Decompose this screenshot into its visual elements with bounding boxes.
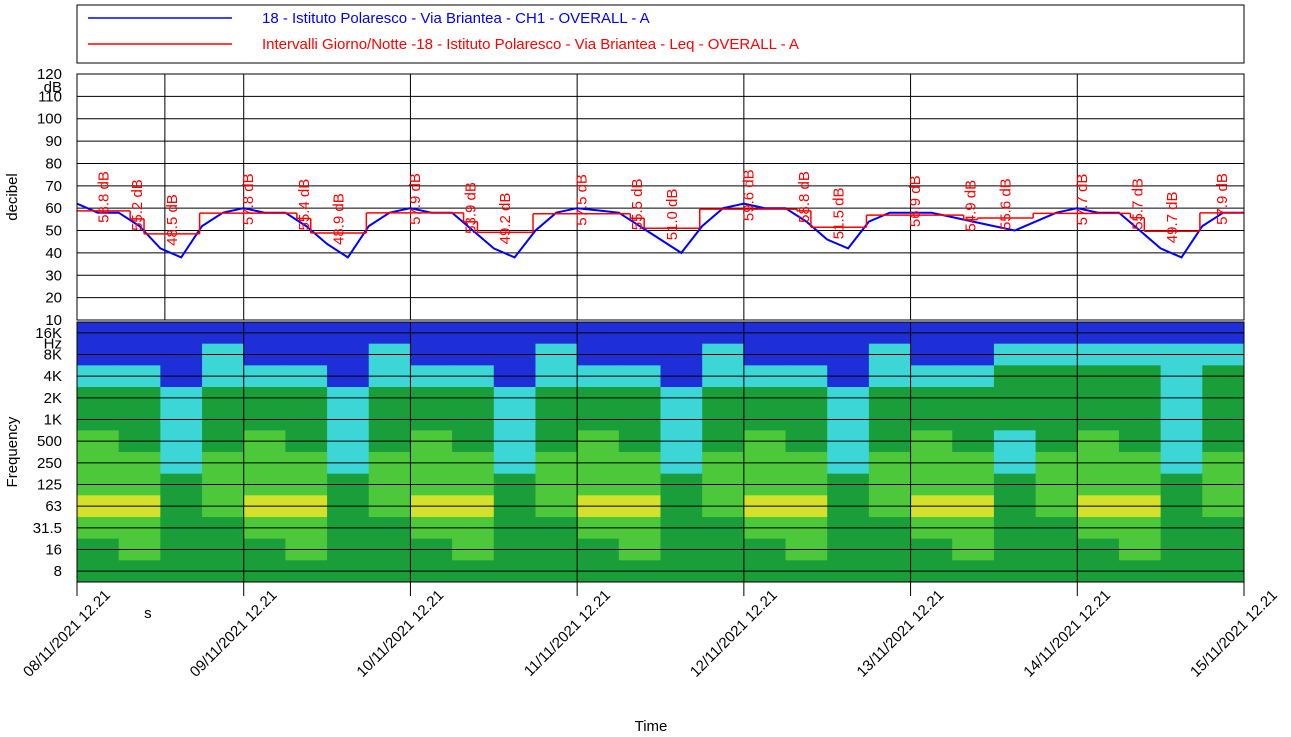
- y-unit: Hz: [44, 336, 62, 353]
- x-tick-label: 12/11/2021 12.21: [687, 587, 781, 681]
- value-label: 55.5 dB: [629, 179, 646, 231]
- x-axis-label: Time: [635, 718, 668, 735]
- value-label: 57.9 dB: [407, 173, 424, 225]
- y-tick-label: 40: [45, 245, 62, 262]
- x-tick-label: 10/11/2021 12.21: [353, 587, 447, 681]
- value-label: 57.7 dB: [1074, 174, 1091, 226]
- value-label: 49.2 dB: [497, 193, 514, 245]
- y-tick-label: 60: [45, 200, 62, 217]
- y-tick-label: 2K: [44, 390, 62, 407]
- value-label: 59.6 dB: [740, 169, 757, 221]
- legend-label: Intervalli Giorno/Notte -18 - Istituto P…: [262, 36, 799, 53]
- value-label: 48.9 dB: [331, 193, 348, 245]
- y-axis-label: decibel: [4, 173, 21, 221]
- cells: [77, 322, 1244, 582]
- value-label: 57.8 dB: [240, 173, 257, 225]
- y-tick-label: 30: [45, 267, 62, 284]
- value-label: 57.9 dB: [1214, 173, 1231, 225]
- series-group: [77, 202, 1244, 259]
- value-label: 55.4 dB: [296, 179, 313, 231]
- x-tick-label: 09/11/2021 12.21: [187, 587, 281, 681]
- y-tick-label: 80: [45, 155, 62, 172]
- value-label: 51.0 dB: [664, 189, 681, 241]
- y-tick-label: 63: [45, 498, 62, 515]
- x-tick-label: 13/11/2021 12.21: [854, 587, 948, 681]
- y-unit: dB: [44, 79, 62, 96]
- y-axis-label: Frequency: [4, 416, 21, 487]
- value-label: 49.7 dB: [1164, 191, 1181, 243]
- y-tick-label: 120: [37, 66, 62, 83]
- value-label: 58.8 dB: [96, 171, 113, 223]
- y-tick-label: 20: [45, 290, 62, 307]
- y-tick-label: 50: [45, 223, 62, 240]
- plot-area: [77, 74, 1244, 320]
- value-label: 51.5 dB: [831, 187, 848, 239]
- y-tick-label: 8K: [44, 347, 62, 364]
- value-label: 57.5 dB: [574, 174, 591, 226]
- y-tick-label: 10: [45, 312, 62, 329]
- y-tick-label: 70: [45, 178, 62, 195]
- y-tick-label: 16: [45, 542, 62, 559]
- value-label: 55.2 dB: [129, 179, 146, 231]
- value-label: 56.9 dB: [907, 175, 924, 227]
- legend-label: 18 - Istituto Polaresco - Via Briantea -…: [262, 10, 650, 27]
- y-tick-label: 4K: [44, 368, 62, 385]
- legend-box: [76, 4, 1245, 64]
- x-tick-label: 08/11/2021 12.21: [20, 587, 114, 681]
- cursor-label: s: [144, 605, 152, 622]
- x-tick-label: 11/11/2021 12.21: [521, 587, 614, 680]
- plot-frame: [76, 73, 1245, 321]
- y-tick-label: 90: [45, 133, 62, 150]
- y-tick-label: 100: [37, 111, 62, 128]
- y-tick-label: 125: [37, 477, 62, 494]
- y-tick-label: 500: [37, 433, 62, 450]
- value-label: 55.6 dB: [997, 178, 1014, 230]
- x-tick-label: 14/11/2021 12.21: [1020, 587, 1114, 681]
- value-label: 48.5 dB: [164, 194, 181, 246]
- y-tick-label: 16K: [35, 325, 62, 342]
- value-label: 53.9 dB: [463, 182, 480, 234]
- value-label: 55.7 dB: [1129, 178, 1146, 230]
- x-tick-label: 15/11/2021 12.21: [1187, 587, 1281, 681]
- y-tick-label: 110: [38, 88, 62, 105]
- y-tick-label: 31.5: [33, 520, 62, 537]
- y-tick-label: 250: [37, 455, 62, 472]
- value-label: 54.9 dB: [963, 180, 980, 232]
- y-tick-label: 8: [54, 563, 62, 580]
- value-label: 58.8 dB: [796, 171, 813, 223]
- y-tick-label: 1K: [44, 412, 62, 429]
